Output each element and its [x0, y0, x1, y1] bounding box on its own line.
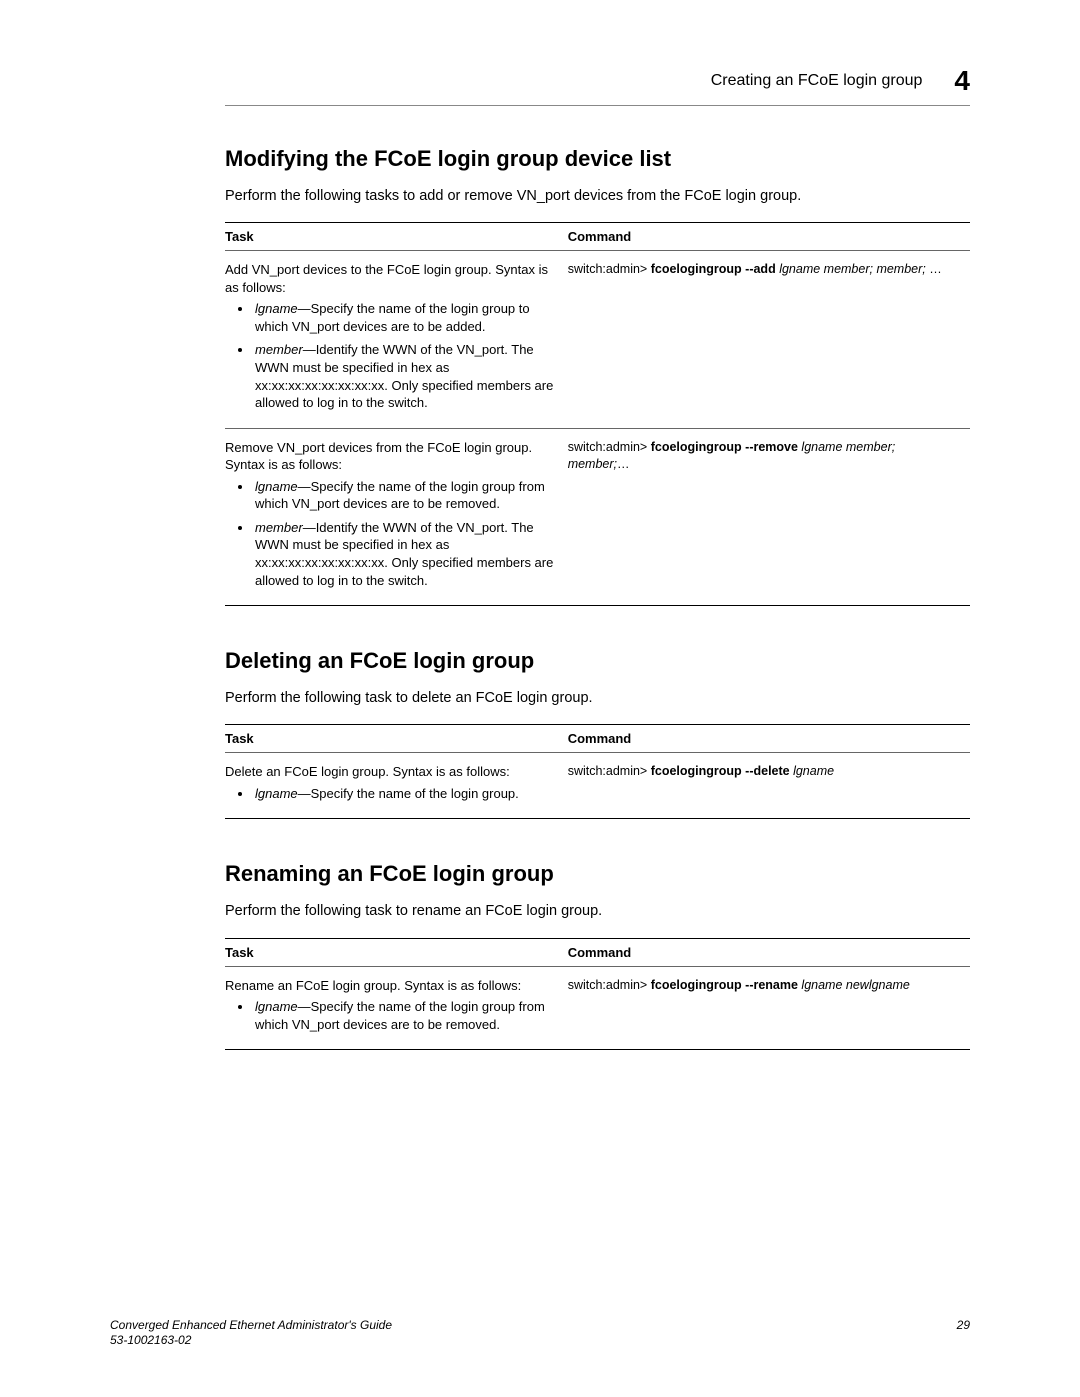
cmd-prefix: switch:admin> [568, 764, 651, 778]
th-command: Command [568, 938, 970, 966]
th-task: Task [225, 938, 568, 966]
bullet-item: lgname—Specify the name of the login gro… [253, 785, 558, 803]
table-row: Add VN_port devices to the FCoE login gr… [225, 251, 970, 428]
th-task: Task [225, 223, 568, 251]
cmd-trail: … [929, 262, 942, 276]
th-task: Task [225, 725, 568, 753]
command-table: Task Command Rename an FCoE login group.… [225, 938, 970, 1051]
th-command: Command [568, 725, 970, 753]
desc: —Specify the name of the login group. [298, 786, 519, 801]
task-lead: Remove VN_port devices from the FCoE log… [225, 440, 532, 473]
cmd-bold: fcoelogingroup --remove [651, 440, 802, 454]
cmd-ital: lgname member; member; [779, 262, 929, 276]
bullet-item: member—Identify the WWN of the VN_port. … [253, 341, 558, 411]
desc: —Specify the name of the login group fro… [255, 479, 545, 512]
section-heading: Modifying the FCoE login group device li… [225, 146, 970, 172]
section-intro: Perform the following tasks to add or re… [225, 186, 970, 206]
task-lead: Add VN_port devices to the FCoE login gr… [225, 262, 548, 295]
bullet-item: lgname—Specify the name of the login gro… [253, 478, 558, 513]
section-heading: Renaming an FCoE login group [225, 861, 970, 887]
task-lead: Rename an FCoE login group. Syntax is as… [225, 978, 521, 993]
section-intro: Perform the following task to rename an … [225, 901, 970, 921]
cmd-bold: fcoelogingroup --add [651, 262, 779, 276]
cmd-bold: fcoelogingroup --delete [651, 764, 793, 778]
bullet-item: lgname—Specify the name of the login gro… [253, 300, 558, 335]
table-row: Remove VN_port devices from the FCoE log… [225, 428, 970, 605]
task-cell: Rename an FCoE login group. Syntax is as… [225, 966, 568, 1050]
table-row: Delete an FCoE login group. Syntax is as… [225, 753, 970, 819]
bullet-list: lgname—Specify the name of the login gro… [225, 300, 558, 411]
bullet-item: member—Identify the WWN of the VN_port. … [253, 519, 558, 589]
cmd-prefix: switch:admin> [568, 978, 651, 992]
task-cell: Delete an FCoE login group. Syntax is as… [225, 753, 568, 819]
cmd-bold: fcoelogingroup --rename [651, 978, 802, 992]
cmd-prefix: switch:admin> [568, 262, 651, 276]
footer-left: Converged Enhanced Ethernet Administrato… [110, 1318, 392, 1349]
bullet-list: lgname—Specify the name of the login gro… [225, 998, 558, 1033]
page-header: Creating an FCoE login group 4 [225, 65, 970, 97]
term: lgname [255, 999, 298, 1014]
term: lgname [255, 479, 298, 494]
bullet-list: lgname—Specify the name of the login gro… [225, 478, 558, 589]
th-command: Command [568, 223, 970, 251]
cmd-prefix: switch:admin> [568, 440, 651, 454]
command-table: Task Command Add VN_port devices to the … [225, 222, 970, 606]
command-table: Task Command Delete an FCoE login group.… [225, 724, 970, 819]
footer-pagenum: 29 [957, 1318, 970, 1349]
bullet-list: lgname—Specify the name of the login gro… [225, 785, 558, 803]
term: lgname [255, 786, 298, 801]
term: lgname [255, 301, 298, 316]
term: member [255, 342, 303, 357]
page-footer: Converged Enhanced Ethernet Administrato… [110, 1318, 970, 1349]
section-intro: Perform the following task to delete an … [225, 688, 970, 708]
task-cell: Add VN_port devices to the FCoE login gr… [225, 251, 568, 428]
header-title: Creating an FCoE login group [711, 72, 923, 90]
command-cell: switch:admin> fcoelogingroup --rename lg… [568, 966, 970, 1050]
command-cell: switch:admin> fcoelogingroup --add lgnam… [568, 251, 970, 428]
command-cell: switch:admin> fcoelogingroup --remove lg… [568, 428, 970, 605]
table-row: Rename an FCoE login group. Syntax is as… [225, 966, 970, 1050]
bullet-item: lgname—Specify the name of the login gro… [253, 998, 558, 1033]
footer-title: Converged Enhanced Ethernet Administrato… [110, 1318, 392, 1332]
cmd-trail: … [617, 457, 630, 471]
cmd-ital: lgname newlgname [801, 978, 909, 992]
command-cell: switch:admin> fcoelogingroup --delete lg… [568, 753, 970, 819]
term: member [255, 520, 303, 535]
task-cell: Remove VN_port devices from the FCoE log… [225, 428, 568, 605]
desc: —Specify the name of the login group fro… [255, 999, 545, 1032]
chapter-number: 4 [954, 65, 970, 97]
footer-docnum: 53-1002163-02 [110, 1333, 191, 1347]
section-heading: Deleting an FCoE login group [225, 648, 970, 674]
task-lead: Delete an FCoE login group. Syntax is as… [225, 764, 510, 779]
cmd-ital: lgname [793, 764, 834, 778]
header-rule [225, 105, 970, 106]
